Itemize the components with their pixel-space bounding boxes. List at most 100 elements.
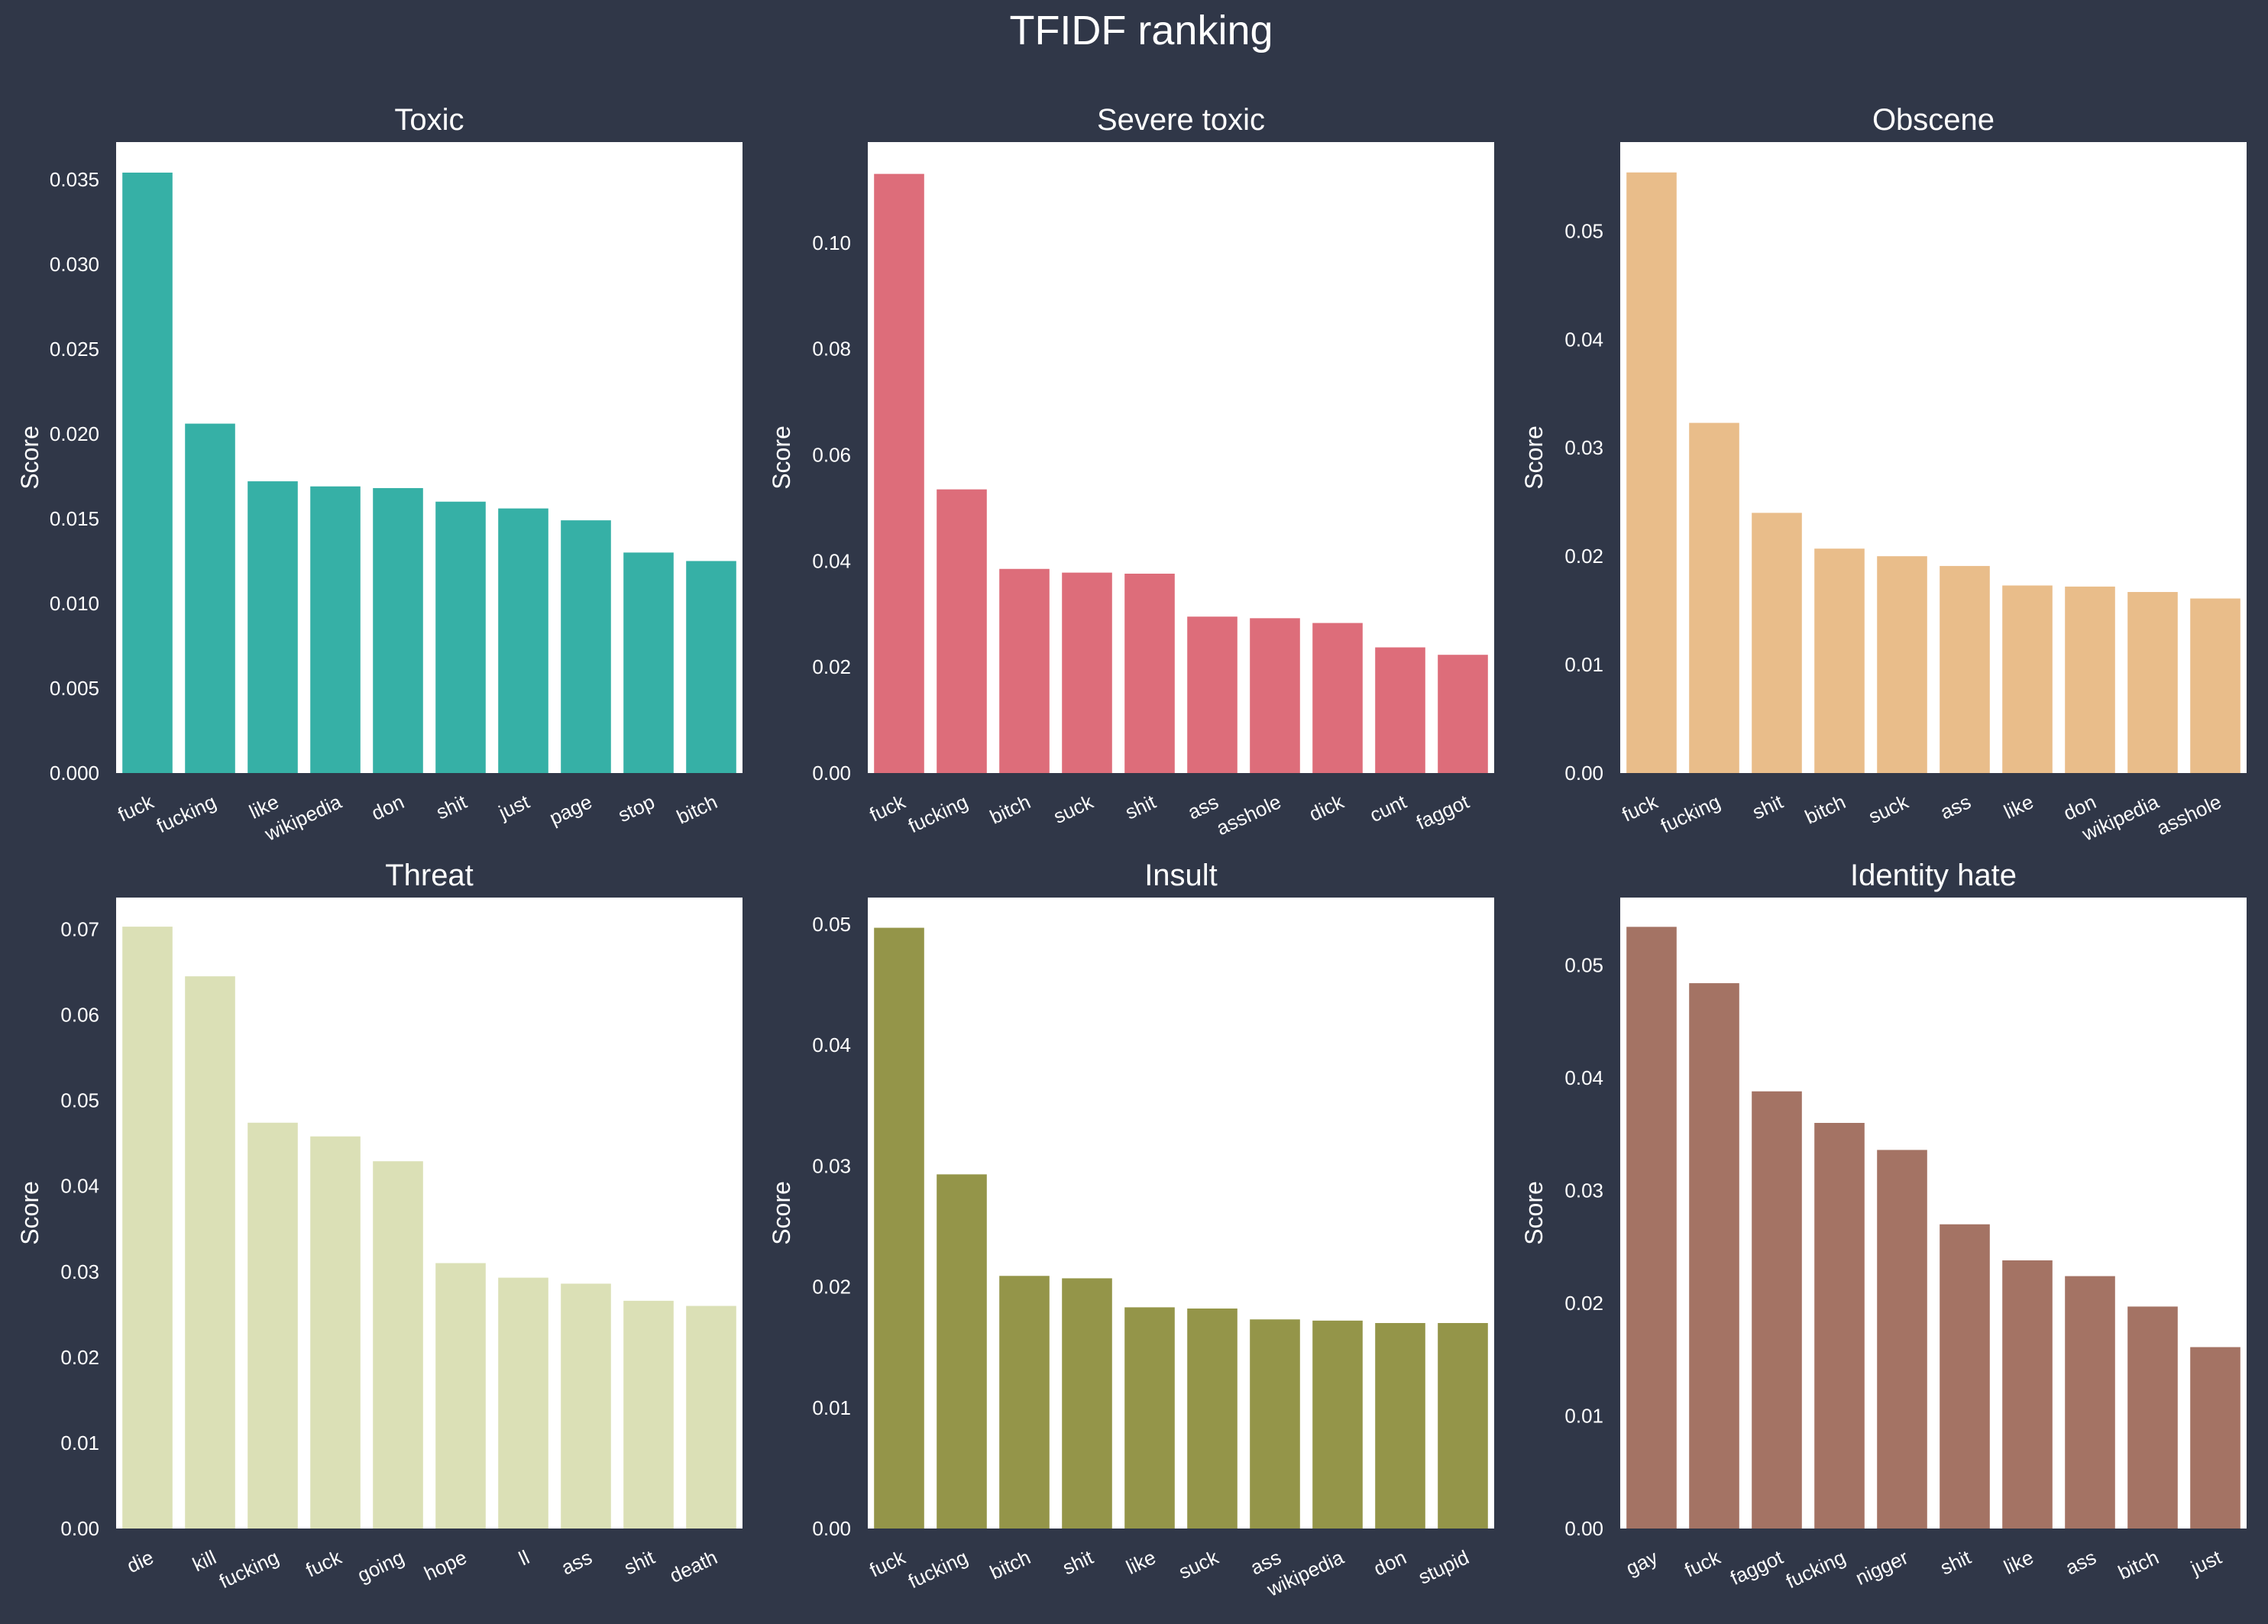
panel-toxic: Toxic Score 0.000 0.005 0.010 0.015 0.020 0.025…	[16, 103, 743, 846]
y-axis-label-obscene: Score	[1520, 425, 1548, 490]
bar-obscene-suck	[1877, 556, 1927, 773]
bar-insult-suck	[1187, 1309, 1238, 1529]
x-tick-label: going	[354, 1545, 407, 1587]
bar-threat-die	[122, 927, 173, 1529]
x-tick-label: fuck	[303, 1545, 346, 1582]
bar-severe-toxic-ass	[1187, 616, 1238, 773]
panel-title-severe-toxic: Severe toxic	[1097, 103, 1265, 137]
y-tick-label: 0.01	[1564, 1405, 1603, 1428]
bar-severe-toxic-asshole	[1250, 618, 1300, 773]
y-tick-label: 0.05	[1564, 219, 1603, 242]
panel-title-obscene: Obscene	[1872, 103, 1995, 137]
bar-insult-wikipedia	[1312, 1320, 1363, 1529]
x-tick-label: bitch	[1801, 790, 1849, 828]
x-tick-label: fucking	[1657, 790, 1723, 837]
y-axis-label-threat: Score	[16, 1181, 44, 1245]
bar-identity-hate-shit	[1940, 1224, 1990, 1529]
bar-threat-kill	[185, 976, 235, 1529]
x-tick-label: shit	[620, 1545, 658, 1580]
x-tick-label: stupid	[1415, 1545, 1473, 1589]
x-tick-label: ass	[1936, 790, 1974, 823]
bar-toxic-wikipedia	[310, 486, 361, 773]
x-tick-label: fucking	[904, 1545, 971, 1593]
bar-toxic-fuck	[122, 172, 173, 773]
bar-threat-ll	[498, 1277, 548, 1529]
panel-severe-toxic: Severe toxic Score 0.00 0.02 0.04 0.06 0.08 0.1…	[768, 103, 1494, 839]
y-tick-label: 0.04	[1564, 328, 1603, 351]
bar-threat-going	[373, 1161, 423, 1529]
y-tick-label: 0.05	[60, 1089, 99, 1112]
y-tick-label: 0.00	[1564, 762, 1603, 785]
x-tick-label: like	[2000, 790, 2037, 823]
panel-title-threat: Threat	[385, 859, 474, 892]
y-tick-label: 0.01	[812, 1396, 851, 1419]
bar-toxic-bitch	[686, 561, 736, 773]
x-tick-label: fuck	[1619, 790, 1662, 827]
y-tick-label: 0.000	[50, 762, 99, 785]
bar-insult-like	[1124, 1307, 1175, 1529]
bar-threat-fuck	[310, 1136, 361, 1529]
y-tick-label: 0.04	[812, 549, 851, 572]
y-tick-label: 0.00	[812, 1517, 851, 1540]
bar-obscene-like	[2002, 585, 2053, 773]
y-tick-label: 0.02	[1564, 1292, 1603, 1315]
x-tick-label: suck	[1050, 790, 1097, 828]
y-axis-label-toxic: Score	[16, 425, 44, 490]
y-tick-label: 0.01	[60, 1432, 99, 1454]
x-tick-label: just	[494, 790, 533, 824]
panel-threat: Threat Score 0.00 0.01 0.02 0.03 0.04 0.05 0.06 0…	[16, 859, 743, 1593]
y-tick-label: 0.04	[1564, 1066, 1603, 1089]
y-tick-label: 0.020	[50, 422, 99, 445]
bar-toxic-like	[248, 481, 298, 773]
x-tick-label: fucking	[1782, 1545, 1849, 1593]
x-tick-label: fucking	[215, 1545, 282, 1593]
y-tick-label: 0.06	[60, 1004, 99, 1027]
x-tick-label: nigger	[1852, 1545, 1911, 1590]
panel-title-insult: Insult	[1144, 859, 1218, 892]
x-tick-label: shit	[432, 790, 471, 824]
bar-obscene-bitch	[1814, 548, 1865, 773]
x-tick-label: suck	[1865, 790, 1912, 828]
y-tick-label: 0.05	[812, 913, 851, 936]
x-tick-label: asshole	[2153, 790, 2225, 839]
bar-identity-hate-fuck	[1689, 983, 1739, 1529]
bar-identity-hate-fucking	[1814, 1123, 1865, 1529]
bar-identity-hate-faggot	[1752, 1091, 1802, 1529]
y-tick-label: 0.035	[50, 168, 99, 191]
bar-identity-hate-gay	[1626, 927, 1677, 1529]
y-tick-label: 0.04	[60, 1175, 99, 1198]
x-tick-label: don	[368, 790, 408, 825]
panel-insult: Insult Score 0.00 0.01 0.02 0.03 0.04 0.05 fuckf…	[768, 859, 1494, 1601]
panel-obscene: Obscene Score 0.00 0.01 0.02 0.03 0.04 0.05 fuck…	[1520, 103, 2247, 846]
bar-obscene-ass	[1940, 565, 1990, 773]
y-tick-label: 0.03	[812, 1154, 851, 1177]
x-tick-label: fuck	[866, 1545, 910, 1582]
bar-severe-toxic-cunt	[1375, 647, 1425, 773]
y-axis-label-identity-hate: Score	[1520, 1181, 1548, 1245]
y-tick-label: 0.03	[1564, 436, 1603, 459]
y-tick-label: 0.02	[60, 1346, 99, 1369]
y-tick-label: 0.05	[1564, 954, 1603, 977]
bar-toxic-page	[561, 520, 611, 773]
x-tick-label: stop	[614, 790, 658, 827]
bar-threat-death	[686, 1305, 736, 1529]
x-tick-label: shit	[1059, 1545, 1097, 1580]
y-axis-label-severe-toxic: Score	[768, 425, 795, 490]
bar-insult-stupid	[1438, 1322, 1488, 1529]
y-tick-label: 0.03	[60, 1260, 99, 1283]
y-tick-label: 0.02	[1564, 545, 1603, 568]
y-tick-label: 0.010	[50, 592, 99, 615]
x-tick-label: shit	[1121, 790, 1160, 824]
bar-threat-shit	[623, 1300, 674, 1529]
panel-title-identity-hate: Identity hate	[1850, 859, 2017, 892]
panel-title-toxic: Toxic	[394, 103, 464, 137]
bar-obscene-shit	[1752, 513, 1802, 773]
y-tick-label: 0.02	[812, 655, 851, 678]
x-tick-label: just	[2186, 1545, 2225, 1580]
y-tick-label: 0.08	[812, 338, 851, 361]
bar-severe-toxic-dick	[1312, 623, 1363, 773]
x-tick-label: dick	[1305, 790, 1348, 826]
y-tick-label: 0.025	[50, 338, 99, 361]
x-tick-label: bitch	[673, 790, 720, 828]
